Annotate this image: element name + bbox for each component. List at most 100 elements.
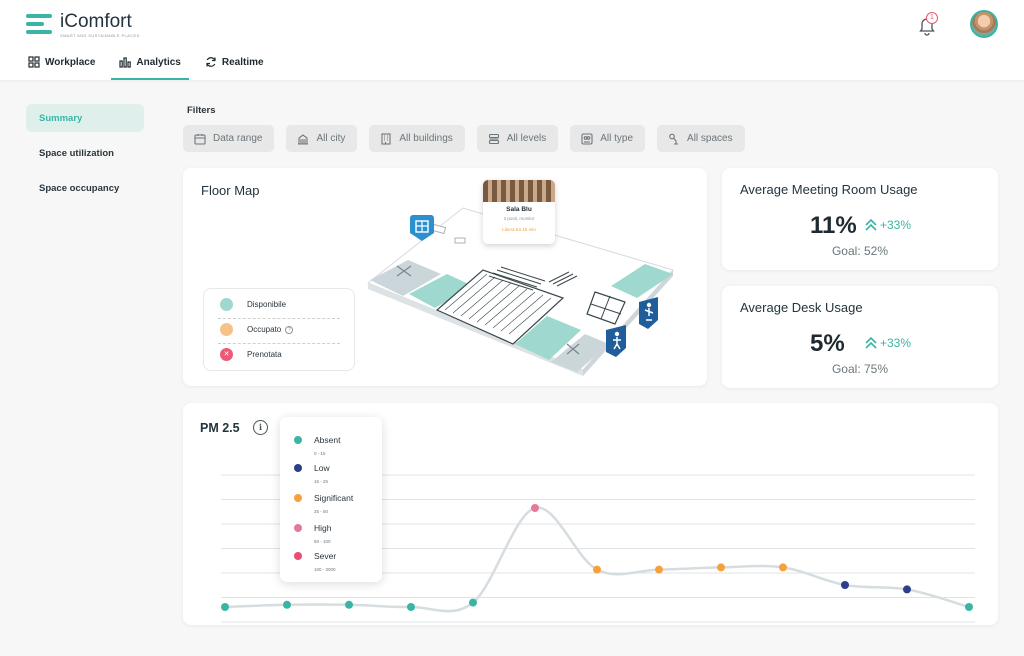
legend-range: 100 - 3000	[314, 567, 336, 572]
legend-label: Sever	[314, 551, 337, 561]
trend-up-icon	[865, 218, 877, 231]
calendar-icon	[194, 133, 206, 145]
filter-bar: Data range All city All buildings All le…	[183, 125, 757, 152]
room-details: 3 posti, monitor	[503, 216, 535, 221]
kpi-goal: Goal: 52%	[831, 244, 889, 258]
available-dot	[220, 298, 233, 311]
kpi-goal: Goal: 75%	[831, 362, 889, 376]
occupied-dot	[220, 323, 233, 336]
pm25-data-point[interactable]	[655, 565, 663, 574]
building-icon	[381, 132, 391, 145]
filter-spaces[interactable]: All spaces	[657, 125, 745, 152]
legend-range: 50 - 100	[314, 539, 331, 544]
app-header: iComfort Smart and sustainable places Wo…	[0, 0, 1024, 80]
room-name: Sala Blu	[506, 206, 532, 213]
desk-person-marker-icon[interactable]	[637, 296, 661, 330]
sever-dot	[294, 552, 302, 560]
kpi-trend: +33%	[864, 336, 911, 350]
sidebar-item-space-occupancy[interactable]: Space occupancy	[39, 182, 120, 194]
floor-map-title: Floor Map	[201, 183, 260, 198]
legend-label: Low	[314, 463, 330, 473]
legend-divider	[218, 318, 340, 319]
room-status: Libera tra 15 min	[502, 227, 536, 232]
pm25-legend-low: Low 16 - 25	[294, 463, 330, 484]
kpi-title: Average Meeting Room Usage	[740, 182, 918, 197]
desk-usage-card: Average Desk Usage 5% +33% Goal: 75%	[722, 286, 998, 388]
pm25-data-point[interactable]	[717, 563, 725, 572]
info-icon[interactable]: i	[253, 420, 268, 435]
kpi-value: 5%	[810, 330, 845, 357]
filter-city-label: All city	[316, 133, 346, 144]
filter-type[interactable]: All type	[570, 125, 646, 152]
main-nav: Workplace Analytics Realtime	[16, 48, 276, 80]
hatch-area	[444, 273, 552, 335]
avatar[interactable]	[970, 10, 998, 38]
sidebar: Summary Space utilization Space occupanc…	[26, 104, 144, 209]
tab-analytics[interactable]: Analytics	[107, 48, 192, 80]
room-popup[interactable]: Sala Blu 3 posti, monitor Libera tra 15 …	[483, 180, 555, 244]
app-logo[interactable]: iComfort Smart and sustainable places	[26, 12, 140, 38]
floor-map-legend: Disponibile Occupato ? ✕ Prenotata	[203, 288, 355, 371]
filter-city[interactable]: All city	[286, 125, 358, 152]
pm25-data-point[interactable]	[965, 603, 973, 611]
legend-range: 0 - 15	[314, 451, 326, 456]
filter-date-range-label: Data range	[213, 133, 263, 144]
grid-icon	[28, 56, 40, 68]
filter-date-range[interactable]: Data range	[183, 125, 275, 152]
legend-label: Significant	[314, 493, 354, 503]
kpi-value: 11%	[810, 212, 857, 239]
significant-dot	[294, 494, 302, 502]
pm25-data-point[interactable]	[283, 600, 291, 609]
pm25-data-point[interactable]	[531, 504, 539, 512]
person-marker-icon[interactable]	[604, 324, 630, 358]
kpi-title: Average Desk Usage	[740, 300, 863, 315]
desk-lamp-icon	[669, 133, 679, 145]
legend-range: 16 - 25	[314, 479, 329, 484]
tab-workplace[interactable]: Workplace	[16, 48, 107, 76]
low-dot	[294, 464, 302, 472]
floor-map-card: Floor Map Sala Blu 3 posti, monitor Libe…	[183, 168, 707, 386]
pm25-data-point[interactable]	[407, 603, 415, 611]
room-photo	[483, 180, 555, 202]
stairs	[488, 266, 578, 291]
filter-spaces-label: All spaces	[687, 133, 733, 144]
tab-workplace-label: Workplace	[45, 56, 96, 68]
meeting-room-usage-card: Average Meeting Room Usage 11% +33% Goal…	[722, 168, 998, 270]
pm25-legend-absent: Absent 0 - 15	[294, 435, 340, 456]
legend-item-label: Occupato	[247, 325, 282, 334]
pm25-data-point[interactable]	[345, 600, 353, 609]
filter-levels[interactable]: All levels	[476, 125, 559, 152]
pm25-legend-high: High 50 - 100	[294, 523, 331, 544]
legend-item-available: Disponibile	[220, 298, 286, 311]
filter-levels-label: All levels	[506, 133, 547, 144]
legend-item-label: Disponibile	[247, 300, 287, 309]
pm25-data-point[interactable]	[469, 598, 477, 607]
sidebar-item-summary[interactable]: Summary	[26, 104, 144, 132]
kpi-trend-value: +33%	[880, 218, 912, 232]
app-subtitle: Smart and sustainable places	[60, 33, 140, 38]
pm25-data-point[interactable]	[903, 585, 911, 594]
pm25-data-point[interactable]	[841, 581, 849, 589]
booked-dot: ✕	[220, 348, 233, 361]
legend-item-label: Prenotata	[247, 350, 282, 359]
pm25-data-point[interactable]	[593, 565, 601, 574]
pm25-title: PM 2.5	[200, 421, 240, 435]
filter-buildings[interactable]: All buildings	[369, 125, 465, 152]
pm25-data-point[interactable]	[221, 603, 229, 611]
filter-buildings-label: All buildings	[399, 133, 453, 144]
pm25-legend-significant: Significant 25 - 50	[294, 493, 353, 514]
city-icon	[298, 133, 309, 145]
tab-realtime[interactable]: Realtime	[193, 48, 276, 76]
trend-up-icon	[865, 336, 877, 349]
floor-plan[interactable]	[353, 188, 693, 378]
help-icon[interactable]: ?	[285, 325, 294, 334]
meeting-room-marker-icon[interactable]	[409, 213, 435, 243]
filter-type-label: All type	[600, 133, 634, 144]
tab-analytics-label: Analytics	[136, 56, 181, 68]
notification-badge: 1	[926, 12, 938, 24]
sidebar-item-space-utilization[interactable]: Space utilization	[39, 147, 114, 159]
pm25-legend: Absent 0 - 15 Low 16 - 25 Significant 25…	[280, 417, 382, 582]
pm25-card: PM 2.5 i Absent 0 - 15 Low 16 - 25 Signi…	[183, 403, 998, 625]
pm25-data-point[interactable]	[779, 563, 787, 572]
tab-realtime-label: Realtime	[221, 56, 264, 68]
